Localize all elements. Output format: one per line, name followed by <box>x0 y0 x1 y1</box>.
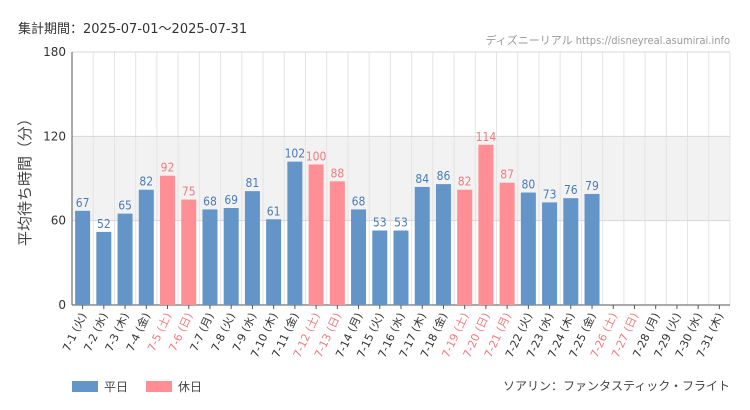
data-label: 80 <box>521 178 535 192</box>
bar <box>499 182 515 305</box>
data-label: 53 <box>394 216 408 230</box>
y-tick-label: 0 <box>58 298 66 312</box>
legend-label-weekday: 平日 <box>104 380 129 394</box>
data-label: 92 <box>161 161 175 175</box>
bar <box>138 189 154 305</box>
data-label: 86 <box>437 169 451 183</box>
data-label: 52 <box>97 217 111 231</box>
data-label: 53 <box>373 216 387 230</box>
attraction-name: ソアリン：ファンタスティック・フライト <box>502 379 730 393</box>
data-label: 88 <box>330 166 344 180</box>
bar <box>75 210 91 305</box>
y-tick-label: 60 <box>51 214 66 228</box>
bar <box>266 219 282 305</box>
chart-legend: 平日 休日 <box>72 378 220 395</box>
bar <box>542 202 558 305</box>
data-label: 82 <box>139 175 153 189</box>
data-label: 100 <box>306 149 327 163</box>
legend-swatch-weekday <box>72 381 98 392</box>
bar <box>96 231 112 305</box>
data-label: 102 <box>285 147 306 161</box>
data-label: 75 <box>182 185 196 199</box>
bar <box>329 181 345 305</box>
data-label: 65 <box>118 199 132 213</box>
y-axis-label: 平均待ち時間（分） <box>16 111 34 246</box>
data-label: 61 <box>267 204 281 218</box>
bar <box>160 175 176 305</box>
bar <box>457 189 473 305</box>
legend-item-holiday: 休日 <box>146 378 202 395</box>
legend-item-weekday: 平日 <box>72 378 128 395</box>
data-label: 87 <box>500 168 514 182</box>
y-tick-label: 120 <box>43 129 66 143</box>
bar <box>287 161 303 305</box>
bar <box>351 209 367 305</box>
bar <box>223 208 239 305</box>
bar <box>520 192 536 305</box>
data-label: 114 <box>476 130 497 144</box>
data-label: 82 <box>458 175 472 189</box>
source-credit: ディズニーリアル https://disneyreal.asumirai.inf… <box>485 34 730 47</box>
bar <box>584 193 600 305</box>
legend-label-holiday: 休日 <box>178 380 203 394</box>
data-label: 67 <box>76 196 90 210</box>
data-label: 68 <box>203 194 217 208</box>
bar <box>308 164 324 305</box>
bar <box>393 230 409 305</box>
bar <box>181 199 197 305</box>
data-label: 69 <box>224 193 238 207</box>
bar <box>372 230 388 305</box>
legend-swatch-holiday <box>146 381 173 392</box>
data-label: 73 <box>543 187 557 201</box>
bar <box>414 186 430 305</box>
data-label: 68 <box>352 194 366 208</box>
bar <box>117 213 133 305</box>
bar <box>478 144 494 305</box>
data-label: 76 <box>564 183 578 197</box>
bar <box>244 191 260 305</box>
data-label: 84 <box>415 172 429 186</box>
period-label: 集計期間：2025-07-01〜2025-07-31 <box>18 22 248 37</box>
bar <box>202 209 218 305</box>
bar <box>563 198 579 305</box>
data-label: 79 <box>585 179 599 193</box>
bar <box>435 184 451 305</box>
y-tick-label: 180 <box>43 45 66 59</box>
data-label: 81 <box>246 176 260 190</box>
